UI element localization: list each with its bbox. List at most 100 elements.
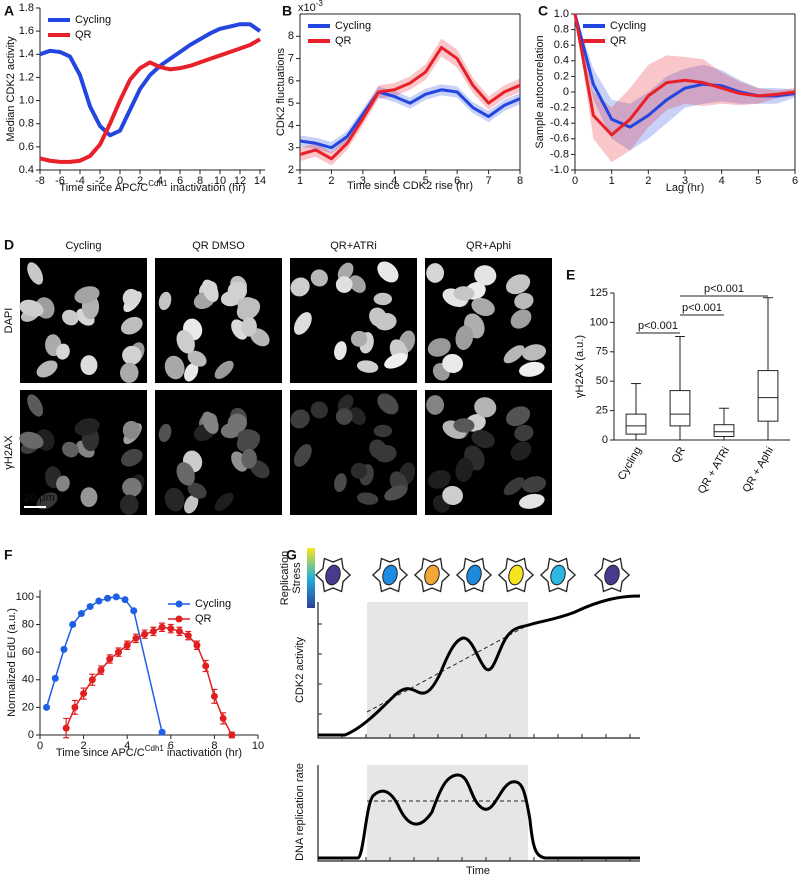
nucleus: [373, 292, 393, 306]
nucleus: [62, 441, 79, 458]
nucleus: [293, 444, 312, 467]
nucleus: [214, 492, 234, 511]
y-axis-label: Normalized EdU (a.u.): [6, 608, 18, 717]
nucleus: [510, 309, 532, 329]
nucleus: [453, 286, 475, 301]
series-line: [39, 22, 262, 138]
cell-nucleus: [382, 564, 398, 586]
nucleus: [290, 277, 310, 297]
point: [88, 676, 96, 684]
nucleus: [241, 448, 257, 469]
nucleus: [310, 401, 328, 419]
panel-letter: C: [538, 3, 548, 19]
y-tick-label: 0: [28, 729, 34, 741]
legend-label: Cycling: [610, 20, 646, 32]
nucleus: [427, 338, 451, 357]
nucleus: [184, 494, 199, 514]
y-tick-label: 100: [16, 591, 34, 603]
nucleus: [335, 276, 353, 293]
point: [112, 593, 120, 601]
panel-letter: D: [4, 237, 14, 253]
y-axis-label: DNA replication rate: [294, 763, 306, 861]
y-axis-label: γH2AX (a.u.): [574, 335, 586, 398]
nucleus: [227, 413, 248, 433]
point: [219, 714, 227, 722]
x-tick-label: 1: [609, 175, 615, 187]
y-tick-label: 1.0: [19, 94, 34, 106]
x-axis-label-sup: Cdh1: [148, 179, 168, 188]
nucleus: [453, 418, 475, 433]
series-line: [299, 88, 521, 150]
row-label: γH2AX: [3, 435, 15, 470]
y-tick-label: 1.0: [554, 8, 569, 20]
y-tick-label: 1.6: [19, 25, 34, 37]
box: [669, 390, 691, 427]
nucleus: [236, 430, 261, 453]
x-axis-label: Lag (hr): [666, 182, 705, 194]
nucleus: [335, 408, 353, 425]
y-multiplier-main: x10: [298, 2, 316, 14]
nucleus: [356, 360, 379, 373]
x-tick-label: 2: [328, 175, 334, 187]
point: [184, 632, 192, 640]
x-tick-label: 6: [792, 175, 798, 187]
point: [158, 728, 166, 736]
x-tick-label: -6: [55, 175, 65, 187]
nucleus: [349, 275, 366, 293]
panel-letter: B: [282, 3, 292, 19]
y-tick-label: 3: [288, 142, 294, 154]
point: [193, 641, 201, 649]
y-axis-label: CDK2 fluctuations: [275, 47, 287, 136]
nucleus: [36, 492, 58, 510]
x-tick-label: QR + ATRi: [696, 445, 732, 496]
nucleus: [74, 286, 100, 304]
x-tick-label: -2: [95, 175, 105, 187]
panel-letter: A: [4, 3, 14, 19]
cdk2-curve: [318, 594, 641, 737]
point: [97, 666, 105, 674]
x-tick-label: 8: [211, 740, 217, 752]
nucleus: [214, 360, 234, 379]
nucleus: [201, 411, 219, 434]
nucleus: [474, 397, 497, 418]
nucleus: [384, 353, 408, 369]
x-tick-label: 5: [755, 175, 761, 187]
colorbar-title: Stress: [291, 562, 303, 594]
x-tick-label: 2: [645, 175, 651, 187]
nucleus: [310, 269, 328, 287]
nucleus: [373, 424, 393, 438]
y-tick-label: 25: [596, 405, 608, 417]
nucleus: [334, 341, 347, 361]
legend-label: QR: [610, 35, 627, 47]
nucleus: [201, 279, 219, 302]
y-tick-label: 2: [288, 164, 294, 176]
nucleus: [176, 330, 195, 354]
box: [713, 424, 735, 437]
nucleus: [62, 309, 79, 326]
nucleus: [27, 394, 44, 417]
panel-letter: G: [286, 547, 297, 563]
cell-nucleus: [604, 564, 620, 586]
x-tick-label: 4: [391, 175, 397, 187]
nucleus: [506, 406, 531, 427]
y-multiplier-sup: -3: [316, 0, 324, 8]
y-tick-label: 1.2: [19, 71, 34, 83]
legend-label: Cycling: [335, 20, 371, 32]
colorbar: [307, 548, 315, 608]
y-axis-label: Median CDK2 activity: [5, 36, 17, 142]
panel-letter: F: [4, 547, 13, 563]
nucleus: [227, 281, 248, 301]
nucleus: [122, 420, 141, 440]
point: [77, 609, 85, 617]
point: [114, 648, 122, 656]
nucleus: [522, 344, 547, 361]
y-tick-label: 7: [288, 52, 294, 64]
legend-label: QR: [75, 29, 92, 41]
axes: [317, 765, 640, 862]
nucleus: [377, 261, 399, 283]
x-tick-label: 8: [197, 175, 203, 187]
point: [123, 641, 131, 649]
x-tick-label: 2: [137, 175, 143, 187]
point: [167, 625, 175, 633]
y-tick-label: 0.4: [19, 164, 34, 176]
